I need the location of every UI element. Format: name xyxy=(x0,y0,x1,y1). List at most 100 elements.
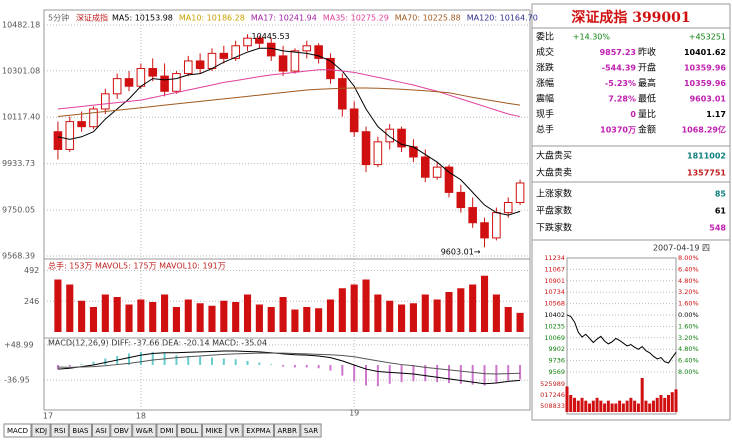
volume-bar xyxy=(54,279,62,332)
tab-label[interactable]: BIAS xyxy=(72,427,89,435)
mini-volume-bar xyxy=(603,403,607,412)
volume-bar xyxy=(374,294,382,332)
y-tick-label: -36.95 xyxy=(4,376,30,385)
mini-pct-label: 0.00% xyxy=(678,311,699,319)
mini-volume-bar xyxy=(651,400,655,412)
candle-body xyxy=(444,166,454,193)
candle-body xyxy=(172,73,181,92)
tab[interactable] xyxy=(31,423,51,438)
candle-body xyxy=(195,60,205,70)
ma-label: MA120: 10164.70 xyxy=(467,14,538,23)
ma-label: MA70: 10225.88 xyxy=(395,14,461,23)
candle-body xyxy=(432,166,442,178)
tab[interactable] xyxy=(50,423,69,438)
y-tick-label: 9933.73 xyxy=(2,159,35,168)
mini-price-label: 10069 xyxy=(544,334,565,342)
mini-pct-label: 1.60% xyxy=(678,300,699,308)
period: 5分钟 xyxy=(48,13,69,23)
quote-label: 委比 xyxy=(536,31,554,43)
volume-bar xyxy=(101,294,109,332)
index-name: 深证成指 xyxy=(76,13,108,23)
volume-bar xyxy=(208,305,216,332)
mini-volume-bar xyxy=(588,403,592,412)
tab[interactable] xyxy=(3,423,32,438)
quote-label: 金额 xyxy=(638,124,656,136)
tab-label[interactable]: MIKE xyxy=(205,427,222,435)
market-value: 1357751 xyxy=(687,169,726,178)
mini-volume-bar xyxy=(648,403,652,412)
tab[interactable] xyxy=(156,423,177,438)
candle-body xyxy=(338,78,347,110)
volume-bar xyxy=(220,300,228,332)
tab[interactable] xyxy=(92,423,111,438)
mini-volume-bar xyxy=(674,389,678,412)
tab[interactable] xyxy=(242,423,275,438)
mini-price-label: 10734 xyxy=(544,288,565,296)
tab[interactable] xyxy=(68,423,93,438)
volume-bar xyxy=(66,284,74,332)
volume-bar xyxy=(326,299,335,332)
quote-title: 深证成指 399001 xyxy=(571,9,690,26)
count-label: 下跌家数 xyxy=(536,222,572,234)
tab-label[interactable]: MACD xyxy=(7,427,28,435)
tab-label[interactable]: VR xyxy=(230,427,240,435)
mini-volume-bar xyxy=(576,400,580,412)
tab-label[interactable]: KDJ xyxy=(35,427,47,435)
ma-line xyxy=(57,69,521,118)
tab-label[interactable]: W&R xyxy=(136,427,153,435)
tab-label[interactable]: OBV xyxy=(114,427,129,435)
mini-volume-bar xyxy=(569,395,573,412)
volume-bar xyxy=(89,307,98,332)
quote-label: 昨收 xyxy=(638,46,656,58)
mini-volume-bar xyxy=(591,400,595,412)
market-value: 1811002 xyxy=(687,152,726,161)
quote-frame xyxy=(531,3,731,421)
tab[interactable] xyxy=(132,423,157,438)
tab[interactable] xyxy=(201,423,227,438)
candle-body xyxy=(480,222,489,239)
tab-label[interactable]: RSI xyxy=(54,427,65,435)
mini-price-label: 10568 xyxy=(544,300,565,308)
volume-bar xyxy=(433,299,441,332)
macd-label: MACD(12,26,9) DIFF: -37.66 DEA: -20.14 M… xyxy=(48,339,267,348)
count-label: 平盘家数 xyxy=(536,205,572,217)
candle-body xyxy=(207,52,217,70)
quote-label: 涨跌 xyxy=(536,63,554,74)
mini-volume-bar xyxy=(584,400,588,412)
quote-value: 9603.01 xyxy=(690,95,727,104)
candle-body xyxy=(136,68,146,87)
quote-label: 总手 xyxy=(536,124,554,136)
mini-volume-bar xyxy=(659,395,663,412)
tab-label[interactable]: ASI xyxy=(96,427,107,435)
candle-body xyxy=(314,45,323,59)
y-tick-label: 9568.39 xyxy=(2,252,35,261)
quote-value: 10401.62 xyxy=(684,48,726,57)
volume-bar xyxy=(516,312,524,332)
candle-body xyxy=(160,75,169,92)
quote-value: 10359.96 xyxy=(684,79,726,88)
ma-label: MA5: 10153.98 xyxy=(112,14,173,23)
tab-label[interactable]: EXPMA xyxy=(246,427,270,435)
tab-label[interactable]: DMI xyxy=(160,427,174,435)
quote-value: 10359.96 xyxy=(684,64,726,73)
quote-value: 1.17 xyxy=(706,110,726,119)
mini-volume-bar xyxy=(663,397,667,412)
tab[interactable] xyxy=(226,423,243,438)
tab[interactable] xyxy=(274,423,301,438)
ma-label: MA17: 10241.94 xyxy=(251,14,317,23)
tab-label[interactable]: BOLL xyxy=(180,427,198,435)
candle-body xyxy=(302,45,312,52)
tab-label[interactable]: ARBR xyxy=(278,427,297,435)
mini-volume-bar xyxy=(610,403,614,412)
tab-label[interactable]: SAR xyxy=(304,427,318,435)
tab[interactable] xyxy=(300,423,322,438)
mini-vol-label: 017246 xyxy=(540,391,565,399)
mini-volume-bar xyxy=(640,378,644,412)
candle-body xyxy=(349,108,359,133)
market-label: 大盘贵买 xyxy=(536,150,572,162)
tab[interactable] xyxy=(176,423,202,438)
tab[interactable] xyxy=(110,423,133,438)
mini-price-label: 11067 xyxy=(544,265,565,273)
x-tick-label: 17 xyxy=(43,412,53,421)
mini-price-label: 11234 xyxy=(544,254,565,262)
